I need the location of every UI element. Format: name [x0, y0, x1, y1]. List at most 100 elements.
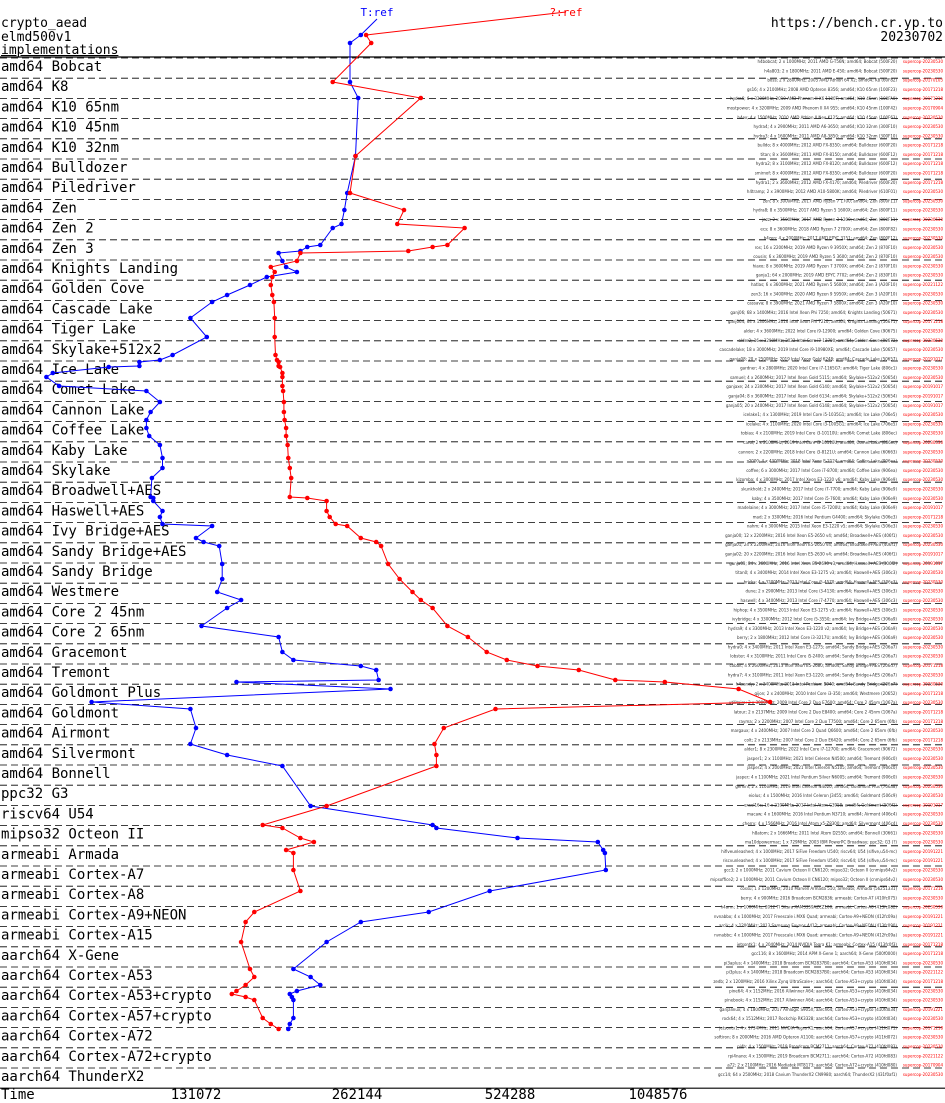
machine-date: supercop-20230530	[903, 263, 944, 268]
site-url: https://bench.cr.yp.to	[770, 16, 943, 31]
q-ref-point	[406, 248, 411, 254]
platform-label: aarch64 Cortex-A57+crypto	[1, 1008, 212, 1024]
machine-label: rock64; 4 x 1512MHz; 2017 Rockchip RK332…	[722, 1016, 897, 1021]
t-ref-point	[247, 282, 253, 288]
q-ref-point	[270, 292, 275, 298]
machine-label: h8atom; 2 x 1666MHz; 2011 Intel Atom D25…	[752, 830, 897, 835]
platform-label: amd64 Gracemont	[1, 645, 127, 661]
machine-label: samuel; 4 x 2600MHz; 2017 Intel Xeon Gol…	[730, 375, 897, 380]
machine-label: utilitaire; 2 x 3000MHz; 2009 Intel Core…	[729, 700, 898, 705]
machine-label: jetsontk1; 4 x 2040MHz; 2014 NVIDIA Tegr…	[736, 942, 898, 947]
platform-label: amd64 K10 32nm	[1, 140, 119, 156]
machine-date: supercop-20230530	[903, 412, 944, 417]
machine-date: supercop-20230530	[903, 124, 944, 129]
machine-label: rpi4nano; 4 x 1500MHz; 2019 Broadcom BCM…	[728, 1053, 897, 1058]
machine-date: supercop-20230530	[903, 905, 944, 910]
machine-label: mostpower; 4 x 3200MHz; 2009 AMD Phenom …	[727, 105, 898, 110]
machine-date: supercop-20171218	[903, 979, 944, 984]
q-ref-point	[276, 1026, 281, 1032]
platform-label: amd64 Goldmont	[1, 705, 119, 721]
machine-label: ganja03; 24 x 2600MHz; 2016 Intel Xeon E…	[729, 561, 897, 566]
machine-label: mipsoffice2; 2 x 1000MHz; 2011 Cavium Oc…	[710, 877, 897, 882]
machine-date: supercop-20230530	[903, 867, 944, 872]
q-ref-point	[347, 190, 353, 196]
t-ref-point	[280, 763, 285, 769]
machine-date: supercop-20171218	[903, 87, 944, 92]
platform-label: armeabi Armada	[1, 847, 119, 863]
q-ref-point	[247, 966, 253, 972]
q-ref-point	[353, 153, 358, 159]
q-ref-point	[272, 334, 278, 340]
q-ref-point	[287, 465, 293, 471]
q-ref-point	[283, 425, 289, 431]
platform-label: aarch64 Cortex-A72+crypto	[1, 1049, 212, 1065]
machine-label: hydra7; 4 x 3100MHz; 2011 Intel Xeon E3-…	[728, 672, 898, 677]
machine-date: supercop-20230530	[903, 198, 944, 203]
machine-date: supercop-20191221	[903, 933, 944, 938]
platform-label: amd64 Westmere	[1, 584, 119, 600]
machine-date: supercop-20191221	[903, 914, 944, 919]
machine-date: supercop-20171218	[903, 319, 944, 324]
machine-label: ganja05; 20 x 2400MHz; 2017 Intel Xeon G…	[726, 403, 898, 408]
machine-date: supercop-20230530	[903, 254, 944, 259]
q-ref-point	[287, 494, 293, 500]
t-ref-point	[347, 79, 353, 85]
t-ref-point	[291, 997, 296, 1003]
t-ref-point	[358, 919, 364, 925]
machine-label: jasper2; 4 x 2000MHz; 2021 Intel Celeron…	[746, 765, 897, 770]
machine-date: supercop-20230530	[903, 654, 944, 659]
machine-date: supercop-20230530	[903, 115, 944, 120]
machine-date: supercop-20230530	[903, 579, 944, 584]
q-ref-point	[238, 939, 244, 945]
t-ref-point	[224, 752, 230, 758]
machine-date: supercop-20230530	[903, 895, 944, 900]
machine-label: pi3aplus; 4 x 1400MHz; 2018 Broadcom BCM…	[724, 960, 898, 965]
q-ref-point	[270, 274, 275, 280]
platform-label: amd64 Piledriver	[1, 180, 136, 196]
t-ref-point	[294, 269, 300, 275]
t-ref-point	[188, 315, 193, 321]
t-ref-point	[199, 623, 204, 629]
machine-label: excel16c; 16 x 2100MHz; 2017 Intel Atom …	[744, 802, 897, 807]
machine-date: supercop-20191017	[903, 394, 944, 399]
machine-date: supercop-20230530	[903, 459, 944, 464]
machine-label: nvnabbc; 4 x 1000MHz; 2017 Freescale i.M…	[714, 933, 897, 938]
q-ref-point	[434, 752, 439, 758]
machine-date: supercop-20191017	[903, 802, 944, 807]
machine-date: supercop-20230530	[903, 617, 944, 622]
t-ref-point	[308, 974, 313, 980]
machine-label: berry; 4 x 900MHz; 2016 Broadcom BCM2836…	[741, 895, 898, 900]
machine-date: supercop-20230530	[903, 589, 944, 594]
machine-label: hiaxo; 8 x 3600MHz; 2019 AMD Ryzen 7 370…	[753, 263, 898, 268]
t-ref-point	[283, 264, 289, 270]
machine-date: supercop-20230530	[903, 226, 944, 231]
machine-label: hydra8; 8 x 3500MHz; 2017 AMD Ryzen 5 16…	[753, 208, 897, 213]
q-ref-point	[327, 514, 333, 520]
machine-date: supercop-20191221	[903, 849, 944, 854]
platform-label: amd64 Ivy Bridge+AES	[1, 524, 170, 540]
platform-label: amd64 Comet Lake	[1, 382, 136, 398]
platform-label: armeabi Cortex-A15	[1, 928, 153, 944]
machine-label: gcc14; 64 x 2500MHz; 2018 Cavium Thunder…	[718, 1072, 897, 1077]
t-ref-point	[430, 822, 435, 828]
q-ref-point	[260, 1015, 266, 1021]
machine-label: mad; 2 x 3300MHz; 2016 Intel Pentium G44…	[753, 514, 898, 519]
t-ref-point	[373, 667, 379, 673]
t-ref-point	[318, 982, 323, 988]
machine-label: cherry; 4 x 1566MHz; 2016 Intel Atom x5-…	[742, 821, 897, 826]
q-ref-point	[662, 679, 668, 685]
machine-label: bulldo; 8 x 4000MHz; 2012 AMD FX-8350; a…	[758, 143, 898, 148]
machine-label: gcc116; 8 x 1600MHz; 2014 APM X-Gene 1; …	[751, 951, 897, 956]
machine-label: zen; 8 x 3000MHz; 2017 AMD Ryzen 7 1700;…	[763, 198, 898, 203]
q-ref-point	[395, 221, 400, 227]
q-ref-point	[535, 663, 540, 669]
t-ref-point	[330, 225, 336, 231]
machine-labels: h4bobcat; 2 x 1000MHz; 2011 AMD G-T56N; …	[710, 59, 943, 1077]
machine-label: pine64; 4 x 1152MHz; 2016 Allwinner A64;…	[729, 988, 897, 993]
machine-date: supercop-20171218	[903, 691, 944, 696]
platform-label: aarch64 Cortex-A53	[1, 968, 153, 984]
machine-label: pi4b; 4 x 1500MHz; 2019 Broadcom BCM2711…	[737, 1044, 897, 1049]
x-tick-label: 131072	[171, 1087, 222, 1103]
machine-date: supercop-20171218	[903, 180, 944, 185]
t-ref-point	[157, 399, 163, 405]
